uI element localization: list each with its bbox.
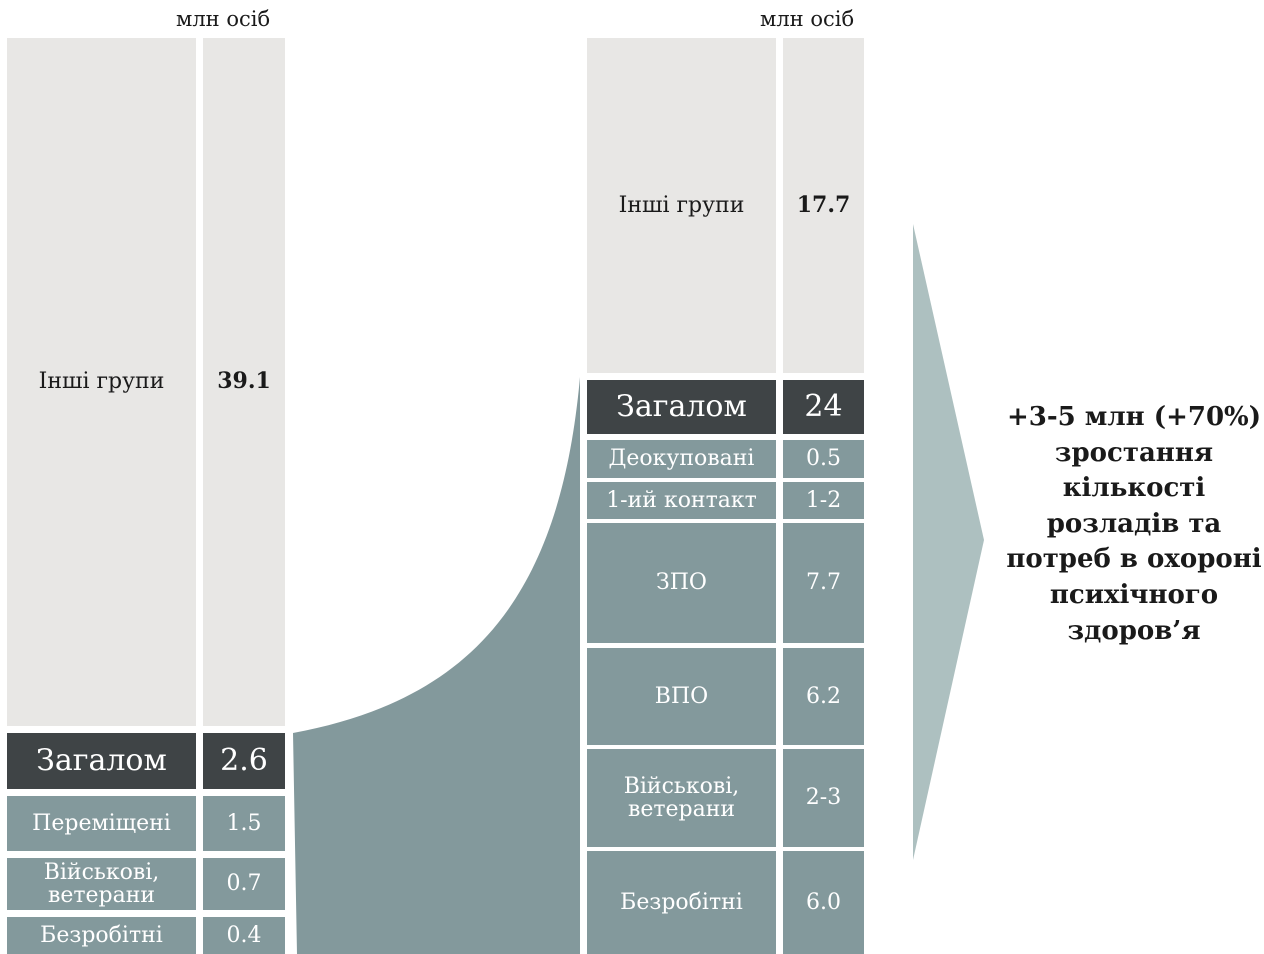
left-total-value: 2.6	[203, 733, 285, 789]
right-row-label-military: Військові, ветерани	[587, 749, 776, 847]
unit-label-left: млн осіб	[176, 7, 271, 31]
unit-label-right: млн осіб	[760, 7, 855, 31]
expansion-connector	[293, 377, 580, 954]
left-row-value-unemployed: 0.4	[203, 917, 285, 954]
right-row-label-unemployed: Безробітні	[587, 851, 776, 954]
right-row-label-first-contact: 1-ий контакт	[587, 482, 776, 519]
right-row-value-zpo: 7.7	[783, 523, 864, 643]
callout-line: потреб в охороні	[1006, 544, 1262, 575]
right-row-value-first-contact: 1-2	[783, 482, 864, 519]
left-row-value-military: 0.7	[203, 858, 285, 910]
left-row-label-military: Військові, ветерани	[7, 858, 196, 910]
left-row-label-unemployed: Безробітні	[7, 917, 196, 954]
right-row-value-military: 2-3	[783, 749, 864, 847]
right-row-label-deoccupied: Деокуповані	[587, 440, 776, 478]
left-other-groups-value: 39.1	[203, 38, 285, 726]
growth-arrow	[913, 224, 984, 860]
callout-line: зростання	[1054, 437, 1214, 468]
left-row-label-displaced: Переміщені	[7, 796, 196, 851]
right-other-groups-value: 17.7	[783, 38, 864, 373]
right-row-value-vpo: 6.2	[783, 648, 864, 745]
right-total-label: Загалом	[587, 380, 776, 434]
callout-line: здоров’я	[1067, 615, 1201, 646]
callout-line: +3-5 млн (+70%)	[1006, 402, 1262, 432]
right-other-groups-label: Інші групи	[587, 38, 776, 373]
callout-line: психічного	[1049, 580, 1219, 611]
right-row-value-unemployed: 6.0	[783, 851, 864, 954]
callout-line: кількості	[1062, 473, 1206, 504]
growth-callout: +3-5 млн (+70%) зростання кількості розл…	[1004, 400, 1264, 649]
right-row-label-vpo: ВПО	[587, 648, 776, 745]
left-row-value-displaced: 1.5	[203, 796, 285, 851]
right-row-label-zpo: ЗПО	[587, 523, 776, 643]
callout-line: розладів та	[1046, 508, 1222, 539]
left-other-groups-label: Інші групи	[7, 38, 196, 726]
left-total-label: Загалом	[7, 733, 196, 789]
right-total-value: 24	[783, 380, 864, 434]
right-row-value-deoccupied: 0.5	[783, 440, 864, 478]
